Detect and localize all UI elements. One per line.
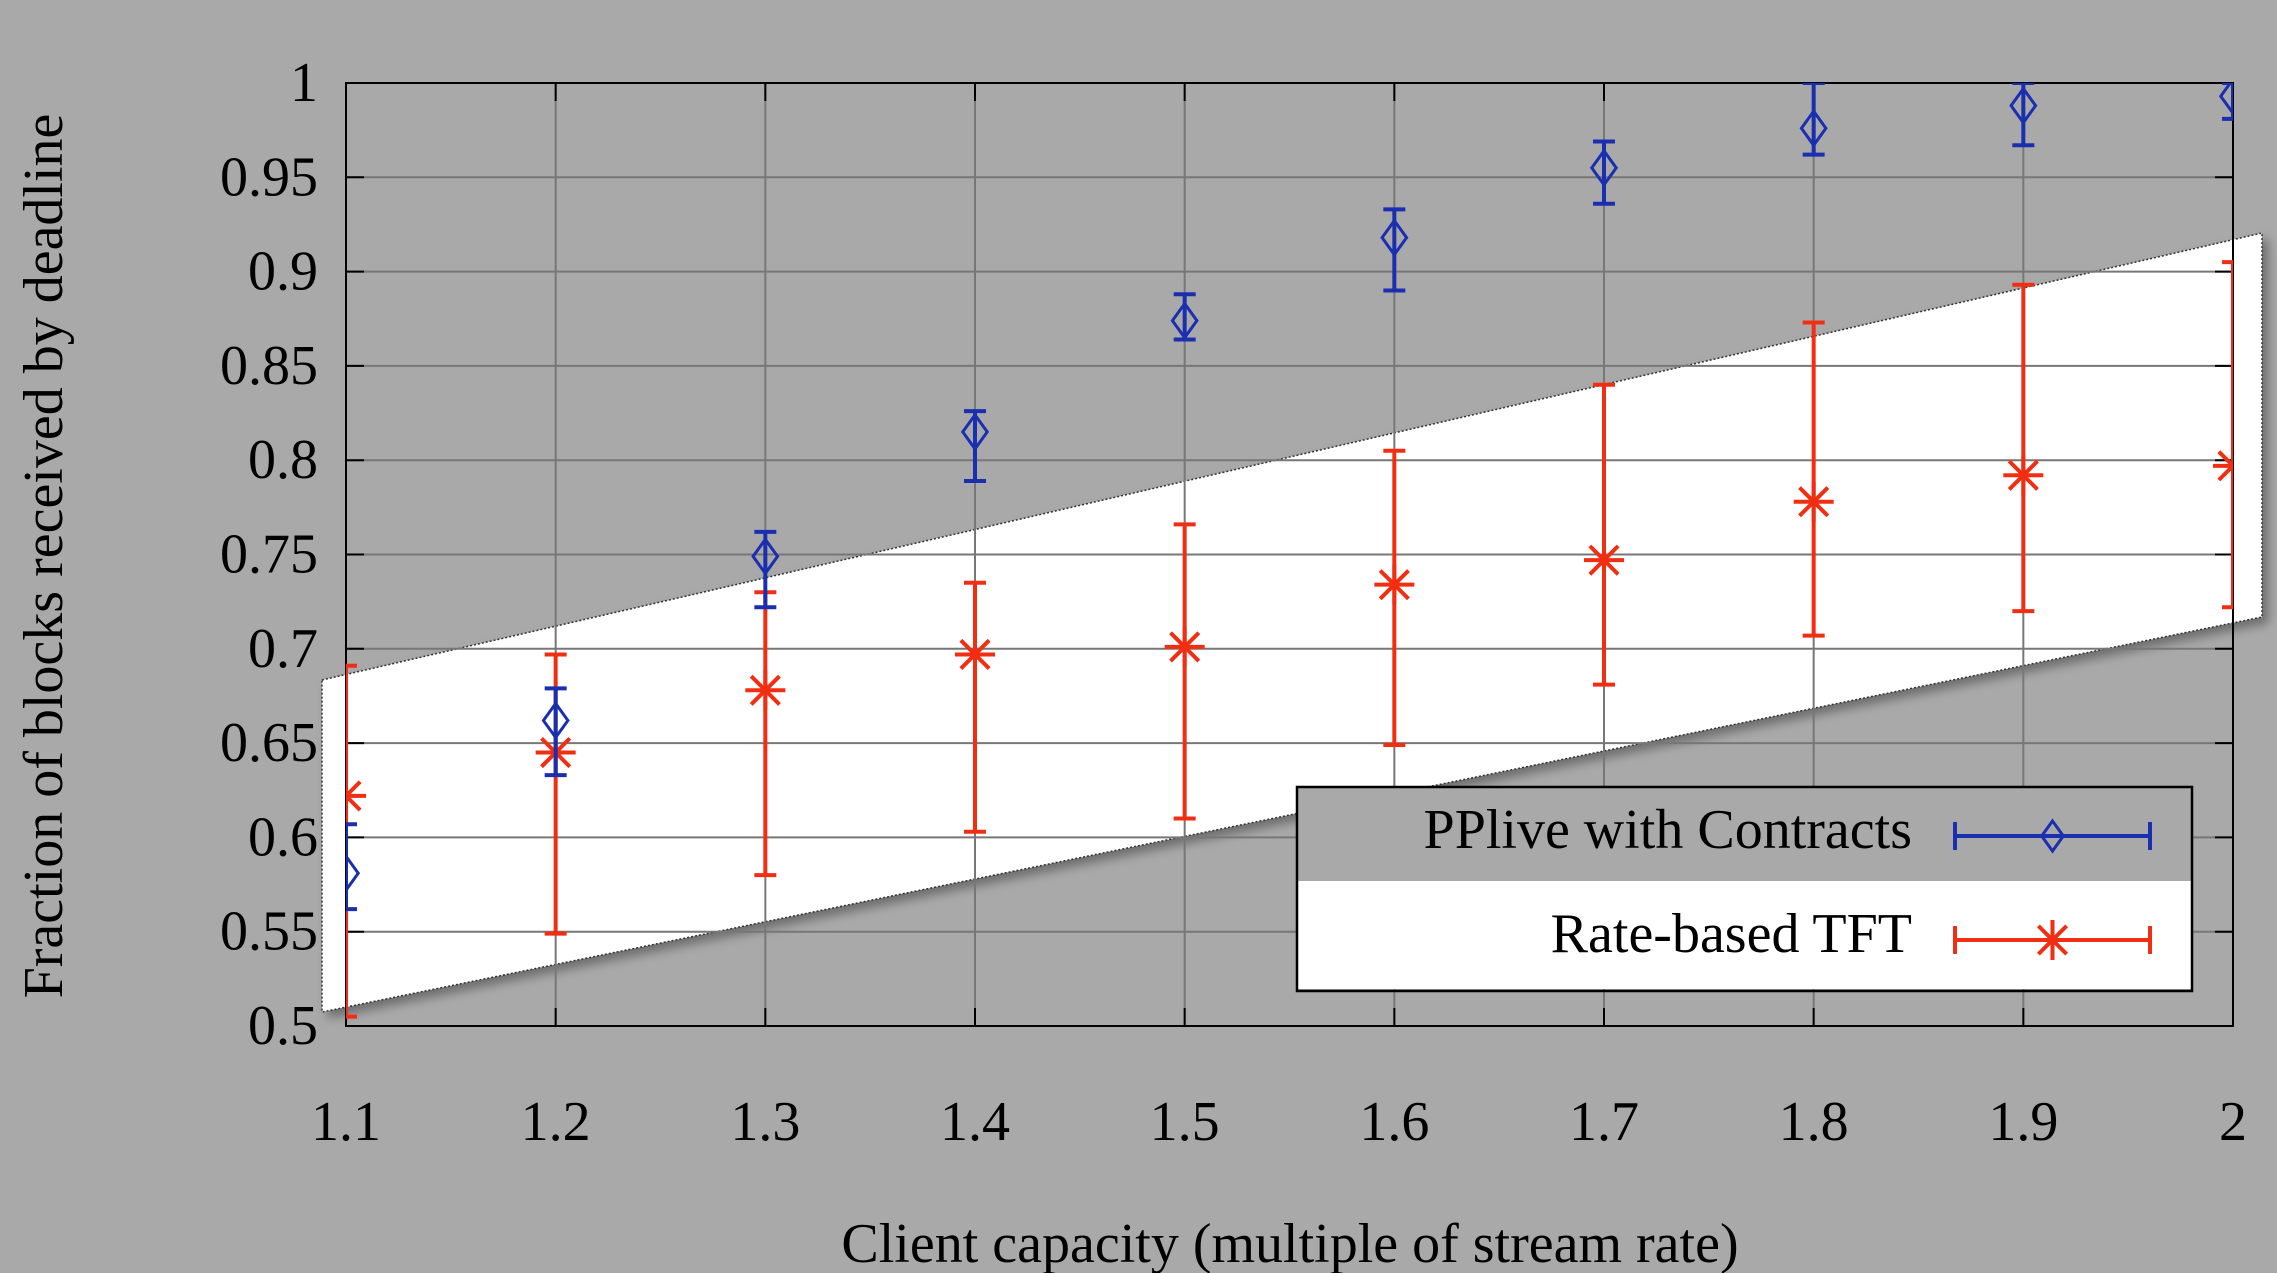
star-stroke <box>1798 486 1830 518</box>
y-tick-label: 0.55 <box>220 901 318 963</box>
legend-label-tft: Rate-based TFT <box>1551 903 1912 965</box>
data-point <box>2213 445 2233 486</box>
error-bar <box>346 663 357 1019</box>
error-bar <box>2222 260 2233 610</box>
data-point <box>955 634 995 675</box>
y-tick-label: 0.9 <box>248 241 318 303</box>
legend-sample-pplive <box>1953 818 2152 854</box>
star-stroke <box>1588 544 1620 576</box>
data-point <box>1589 148 1619 188</box>
star-stroke <box>346 780 362 799</box>
legend-marker <box>2039 818 2066 854</box>
star-stroke <box>2217 450 2233 469</box>
star-stroke <box>346 793 362 812</box>
error-bar <box>2012 282 2035 614</box>
x-tick-label: 1.4 <box>940 1091 1010 1153</box>
error-bar <box>2012 83 2035 148</box>
star-stroke <box>749 674 781 706</box>
star-stroke <box>1378 569 1410 601</box>
error-bar <box>1802 320 1825 638</box>
y-tick-label: 0.75 <box>220 524 318 586</box>
x-tick-label: 1.9 <box>1988 1091 2058 1153</box>
star-stroke <box>1169 631 1201 663</box>
data-point <box>1170 301 1199 341</box>
series-layer <box>346 83 2233 1019</box>
y-tick-label: 0.6 <box>248 806 318 868</box>
star-stroke <box>2217 463 2233 482</box>
series-pplive <box>346 83 2233 912</box>
data-point <box>346 775 366 816</box>
error-bar <box>754 529 777 610</box>
y-tick-label: 0.65 <box>220 712 318 774</box>
x-axis-label: Client capacity (multiple of stream rate… <box>841 1213 1738 1273</box>
y-tick-label: 0.7 <box>248 618 318 680</box>
y-tick-label: 0.8 <box>248 429 318 491</box>
legend-sample-tft <box>1953 920 2152 960</box>
y-tick-label: 1 <box>290 52 318 114</box>
legend-marker <box>2032 920 2073 960</box>
y-tick-label: 0.95 <box>220 146 318 208</box>
data-point <box>541 700 570 741</box>
star-stroke <box>959 638 991 671</box>
x-tick-label: 1.5 <box>1150 1091 1220 1153</box>
data-point <box>1164 626 1205 667</box>
y-axis-ticks: 0.5 0.55 0.6 0.65 0.7 0.75 0.8 0.85 0.9 0.95 1 <box>220 52 2233 1057</box>
error-bar <box>964 409 986 483</box>
x-tick-label: 1.3 <box>730 1091 800 1153</box>
error-bar <box>2222 83 2233 121</box>
star-stroke <box>2036 924 2069 956</box>
x-tick-label: 1.1 <box>311 1091 381 1153</box>
x-tick-label: 1.8 <box>1779 1091 1849 1153</box>
data-point <box>1584 540 1624 581</box>
error-bar <box>964 580 986 834</box>
y-tick-label: 0.85 <box>220 335 318 397</box>
x-tick-label: 1.7 <box>1569 1091 1639 1153</box>
data-point <box>2003 455 2044 496</box>
data-point <box>1799 108 1828 148</box>
x-tick-label: 1.6 <box>1359 1091 1429 1153</box>
x-tick-label: 2 <box>2219 1091 2247 1153</box>
x-axis-ticks: 1.1 1.2 1.3 1.4 1.5 1.6 1.7 1.8 1.9 2 <box>311 83 2247 1153</box>
data-point <box>346 853 361 893</box>
data-point <box>1793 481 1834 522</box>
star-stroke <box>2007 459 2039 491</box>
data-point <box>751 536 780 576</box>
error-bar <box>346 822 357 912</box>
legend-label-pplive: PPlive with Contracts <box>1424 799 1912 861</box>
data-point <box>2009 86 2038 126</box>
data-point <box>1374 564 1415 605</box>
data-point <box>960 412 990 452</box>
data-point <box>745 670 786 711</box>
error-bar <box>1173 522 1196 821</box>
data-point <box>1380 218 1409 258</box>
highlight-band <box>321 232 2263 1013</box>
y-axis-label: Fraction of blocks received by deadline <box>13 114 75 999</box>
y-tick-label: 0.5 <box>248 995 318 1057</box>
legend: PPlive with Contracts Rate-based TFT <box>1295 785 2194 993</box>
data-point <box>2218 83 2233 116</box>
x-tick-label: 1.2 <box>521 1091 591 1153</box>
error-bar <box>1593 382 1615 687</box>
